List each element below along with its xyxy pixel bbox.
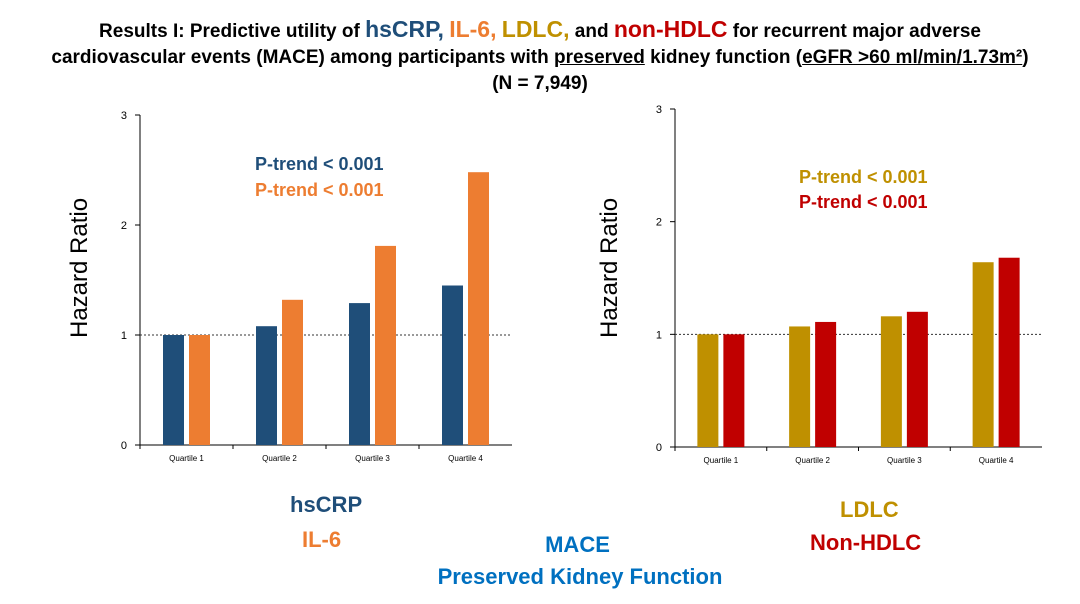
right-bar-nonhdlc-1 <box>723 334 745 447</box>
left-ptrend-hscrp: P-trend < 0.001 <box>255 154 384 174</box>
legend-nonhdlc: Non-HDLC <box>810 530 922 555</box>
title-il6: IL-6, <box>449 16 497 42</box>
footer-preserved-kidney: Preserved Kidney Function <box>437 564 723 589</box>
left-ptrend-il6: P-trend < 0.001 <box>255 180 384 200</box>
right-y-tick-label: 3 <box>656 104 662 116</box>
left-x-tick-label: Quartile 1 <box>169 454 204 463</box>
left-bar-il6-4 <box>468 172 489 445</box>
right-y-tick-label: 1 <box>656 329 662 341</box>
left-bar-hscrp-3 <box>349 303 370 445</box>
title-ldlc: LDLC, <box>501 16 570 42</box>
left-bar-il6-3 <box>375 245 396 445</box>
right-bar-nonhdlc-3 <box>906 311 928 447</box>
left-bar-hscrp-2 <box>256 326 277 445</box>
title-line-3: (N = 7,949) <box>492 73 588 94</box>
title-nonhdlc: non-HDLC <box>613 16 728 42</box>
left-bar-hscrp-4 <box>442 285 463 445</box>
left-y-tick-label: 3 <box>121 110 127 122</box>
egfr-criterion: eGFR >60 ml/min/1.73m² <box>802 47 1023 68</box>
left-x-tick-label: Quartile 3 <box>355 454 390 463</box>
footer-mace: MACE <box>545 532 610 557</box>
right-y-tick-label: 0 <box>656 442 662 454</box>
right-ptrend-ldlc: P-trend < 0.001 <box>799 167 928 187</box>
legend-il6: IL-6 <box>302 527 342 552</box>
right-x-tick-label: Quartile 3 <box>887 456 922 465</box>
right-bar-ldlc-4 <box>972 262 994 447</box>
right-bar-ldlc-3 <box>880 316 902 447</box>
legend-hscrp: hsCRP <box>290 492 363 517</box>
title-line-2: cardiovascular events (MACE) among parti… <box>51 47 1029 68</box>
left-x-tick-label: Quartile 4 <box>448 454 483 463</box>
slide-title: Results I: Predictive utility of hsCRP, … <box>0 16 1080 97</box>
right-x-tick-label: Quartile 2 <box>795 456 830 465</box>
left-bar-il6-2 <box>282 299 303 445</box>
left-y-tick-label: 1 <box>121 330 127 342</box>
title-line-1: Results I: Predictive utility of hsCRP, … <box>99 16 981 42</box>
left-y-tick-label: 2 <box>121 220 127 232</box>
legend-ldlc: LDLC <box>840 497 899 522</box>
right-bar-ldlc-1 <box>697 334 719 447</box>
right-bar-nonhdlc-4 <box>998 257 1020 447</box>
right-bar-ldlc-2 <box>789 326 811 447</box>
left-bar-il6-1 <box>189 335 210 445</box>
left-bar-hscrp-1 <box>163 335 184 445</box>
right-y-tick-label: 2 <box>656 217 662 229</box>
left-x-tick-label: Quartile 2 <box>262 454 297 463</box>
right-x-tick-label: Quartile 4 <box>979 456 1014 465</box>
title-hscrp: hsCRP, <box>365 16 444 42</box>
right-ptrend-nonhdlc: P-trend < 0.001 <box>799 192 928 212</box>
right-bar-nonhdlc-2 <box>815 321 837 447</box>
left-y-tick-label: 0 <box>121 440 127 452</box>
right-x-tick-label: Quartile 1 <box>704 456 739 465</box>
